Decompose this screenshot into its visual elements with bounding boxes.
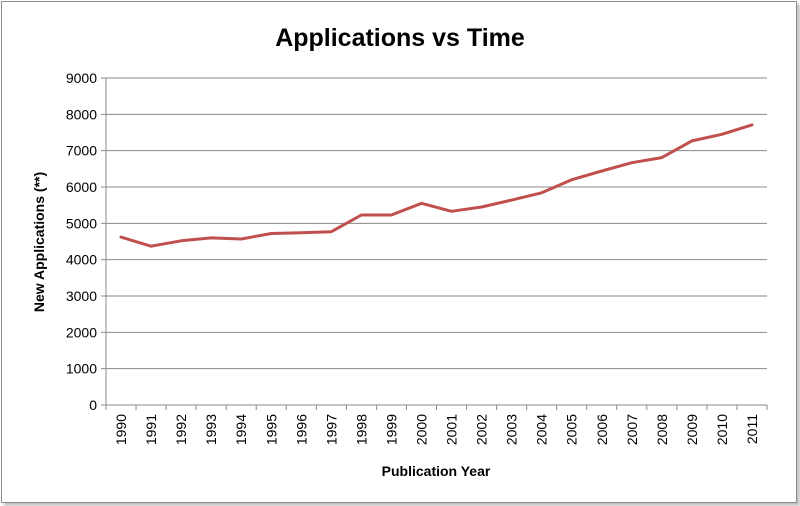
data-point-1994 — [238, 236, 244, 242]
data-point-2010 — [719, 131, 725, 137]
x-tick-label: 2009 — [684, 414, 700, 445]
data-point-1992 — [178, 238, 184, 244]
x-tick-label: 2004 — [534, 414, 550, 445]
data-point-2006 — [599, 168, 605, 174]
series-line-0 — [119, 123, 754, 248]
data-point-1990 — [118, 234, 124, 240]
data-point-1996 — [298, 230, 304, 236]
x-tick-label: 2006 — [594, 414, 610, 445]
x-tick-label: 1996 — [293, 414, 309, 445]
x-tick-label: 1998 — [353, 414, 369, 445]
y-tick-label: 4000 — [66, 252, 97, 268]
x-axis-label: Publication Year — [382, 463, 491, 479]
x-tick-label: 1995 — [263, 414, 279, 445]
data-point-2007 — [629, 160, 635, 166]
x-tick-label: 1997 — [323, 414, 339, 445]
data-point-2000 — [418, 200, 424, 206]
x-tick-label: 1999 — [383, 414, 399, 445]
data-point-2008 — [659, 155, 665, 161]
x-tick-label: 2007 — [624, 414, 640, 445]
x-tick-label: 2005 — [564, 414, 580, 445]
x-tick-label: 2011 — [744, 414, 760, 444]
x-tick-label: 1992 — [173, 414, 189, 445]
x-tick-label: 2001 — [444, 414, 460, 445]
x-axis-ticks: 1990 1991 1992 1993 1994 1995 1996 1997 1998 1999… — [105, 405, 768, 445]
data-point-1999 — [388, 212, 394, 218]
y-tick-label: 9000 — [66, 70, 97, 86]
x-tick-label: 1993 — [203, 414, 219, 445]
data-point-2001 — [449, 208, 455, 214]
x-tick-label: 2002 — [474, 414, 490, 445]
y-tick-label: 3000 — [66, 288, 97, 304]
x-tick-label: 2010 — [714, 414, 730, 445]
y-tick-label: 6000 — [66, 179, 97, 195]
y-axis-ticks: 0 1000 2000 3000 4000 5000 6000 7000 8000 9000 — [66, 70, 106, 413]
data-point-1997 — [328, 229, 334, 235]
series-group — [118, 122, 755, 249]
y-axis-label: New Applications (**) — [31, 172, 47, 312]
data-point-2011 — [749, 122, 755, 128]
x-tick-label: 1994 — [233, 414, 249, 445]
data-point-2005 — [569, 177, 575, 183]
y-tick-label: 7000 — [66, 143, 97, 159]
y-tick-label: 0 — [89, 397, 97, 413]
data-point-1998 — [358, 212, 364, 218]
x-tick-label: 2003 — [504, 414, 520, 445]
data-point-2003 — [509, 197, 515, 203]
gridlines — [106, 77, 767, 370]
x-tick-label: 2000 — [413, 414, 429, 445]
x-tick-label: 1991 — [143, 414, 159, 445]
y-tick-label: 1000 — [66, 361, 97, 377]
data-point-1993 — [208, 235, 214, 241]
data-point-2002 — [479, 204, 485, 210]
y-tick-label: 2000 — [66, 324, 97, 340]
data-point-2004 — [539, 190, 545, 196]
chart-title: Applications vs Time — [275, 24, 525, 52]
data-point-1991 — [148, 243, 154, 249]
data-point-1995 — [268, 231, 274, 237]
x-tick-label: 2008 — [654, 414, 670, 445]
y-tick-label: 8000 — [66, 106, 97, 122]
data-point-2009 — [689, 138, 695, 144]
y-tick-label: 5000 — [66, 215, 97, 231]
x-tick-label: 1990 — [113, 414, 129, 445]
